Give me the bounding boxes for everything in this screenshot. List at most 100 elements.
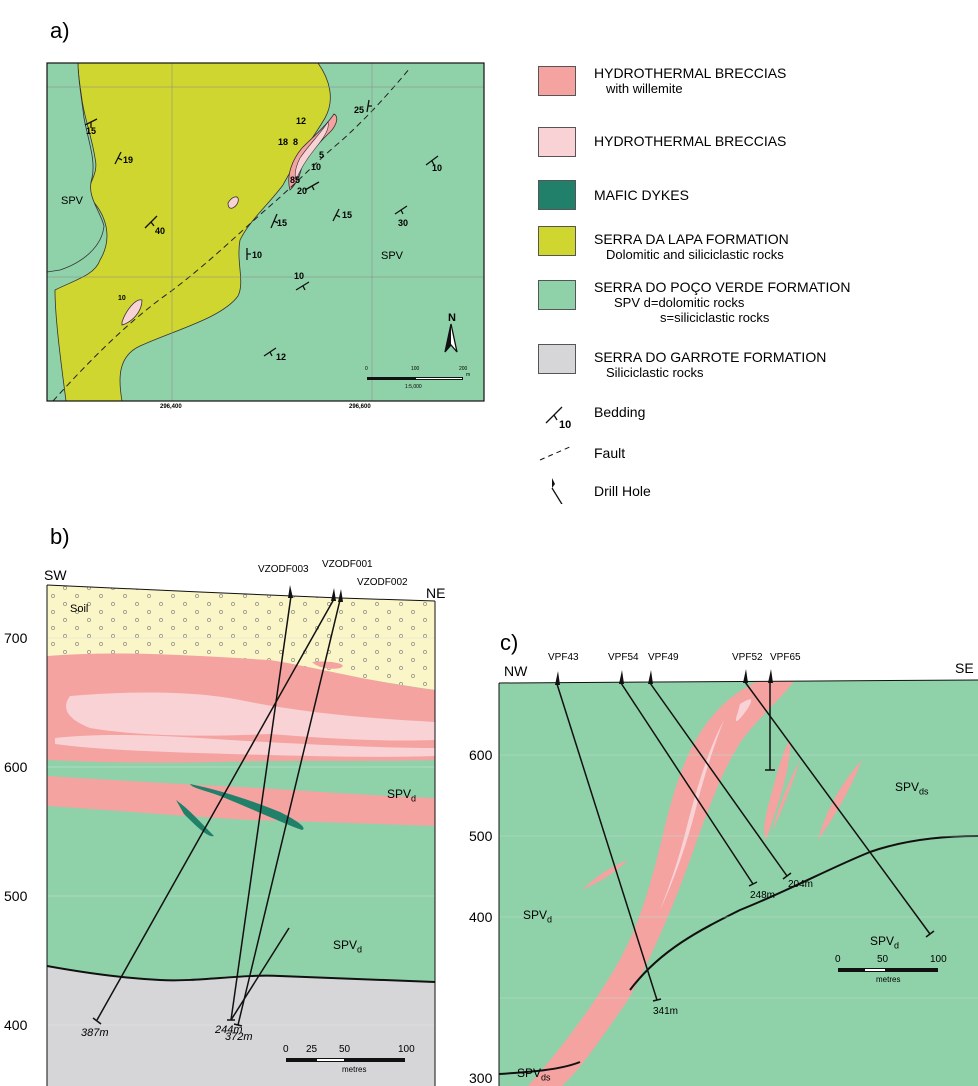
dip-value: 25 bbox=[354, 105, 365, 115]
dip-value: 19 bbox=[123, 155, 134, 165]
elevation-label: 600 bbox=[469, 747, 493, 763]
legend-swatch bbox=[538, 344, 576, 374]
depth-label: 372m bbox=[225, 1031, 253, 1043]
legend-symbol-drill-hole: Drill Hole bbox=[538, 474, 651, 504]
drill-hole-label: VZODF002 bbox=[357, 577, 408, 588]
section-c-scale-bar: 0 50 100 metres bbox=[834, 954, 954, 988]
spv-unit-area bbox=[47, 63, 484, 401]
elevation-label: 600 bbox=[4, 759, 28, 775]
grid-label: 296,400 bbox=[160, 404, 182, 410]
scale-ratio: 1:5,000 bbox=[405, 384, 422, 390]
map-unit-label: SPV bbox=[381, 250, 404, 262]
unit-label: SPVd bbox=[387, 787, 417, 804]
unit-label: SPVd bbox=[333, 938, 363, 955]
legend-item: SERRA DO POÇO VERDE FORMATION SPV d=dolom… bbox=[538, 280, 850, 325]
scale-tick: 50 bbox=[877, 954, 889, 965]
depth-label: 204m bbox=[788, 879, 814, 890]
scale-tick: 200 bbox=[459, 366, 468, 372]
elevation-label: 400 bbox=[4, 1017, 28, 1033]
mafic-dyke bbox=[190, 784, 304, 830]
legend-item: SERRA DO GARROTE FORMATION Siliciclastic … bbox=[538, 344, 826, 380]
bedding-symbols bbox=[84, 99, 439, 357]
section-end-label: SE bbox=[955, 660, 974, 676]
drill-hole-label: VPF52 bbox=[732, 652, 763, 663]
unit-label: SPVds bbox=[517, 1066, 551, 1083]
legend-title: HYDROTHERMAL BRECCIAS bbox=[594, 65, 787, 81]
legend-symbol-bedding: 10 Bedding bbox=[538, 401, 645, 431]
svg-text:10: 10 bbox=[559, 419, 571, 431]
breccia-pale-west bbox=[227, 196, 239, 209]
legend-swatch bbox=[538, 180, 576, 210]
dip-value: 40 bbox=[155, 226, 166, 236]
legend-item: HYDROTHERMAL BRECCIAS bbox=[538, 127, 786, 157]
soil-label: Soil bbox=[70, 603, 89, 615]
legend-item: MAFIC DYKES bbox=[538, 180, 689, 210]
drill-hole-label: VPF43 bbox=[548, 652, 579, 663]
dip-value: 5 bbox=[319, 150, 325, 160]
scale-tick: 0 bbox=[283, 1044, 289, 1055]
legend-title: MAFIC DYKES bbox=[594, 187, 689, 203]
elevation-label: 500 bbox=[469, 828, 493, 844]
scale-unit: metres bbox=[876, 975, 901, 984]
fault-icon bbox=[539, 445, 573, 461]
mafic-dyke bbox=[176, 800, 214, 837]
legend-swatch bbox=[538, 127, 576, 157]
drill-hole-label: VZODF001 bbox=[322, 559, 373, 570]
depth-label: 387m bbox=[81, 1027, 109, 1039]
north-arrow-icon: N bbox=[444, 312, 458, 353]
north-label: N bbox=[448, 312, 456, 324]
elevation-label: 300 bbox=[469, 1070, 493, 1086]
legend-swatch bbox=[538, 280, 576, 310]
scale-tick: 50 bbox=[339, 1044, 351, 1055]
legend-subtitle: with willemite bbox=[606, 81, 683, 96]
breccia-pale-southwest bbox=[121, 299, 143, 326]
legend-item: HYDROTHERMAL BRECCIAS with willemite bbox=[538, 66, 786, 96]
serra-da-lapa-unit bbox=[54, 63, 331, 401]
legend-subtitle: SPV d=dolomitic rocks bbox=[614, 295, 745, 310]
legend-subtitle: Dolomitic and siliciclastic rocks bbox=[606, 247, 784, 262]
dip-value: 10 bbox=[294, 271, 305, 281]
legend-symbol-label: Drill Hole bbox=[594, 483, 651, 499]
depth-label: 341m bbox=[653, 1006, 679, 1017]
scale-tick: 100 bbox=[398, 1044, 415, 1055]
legend-title: HYDROTHERMAL BRECCIAS bbox=[594, 133, 787, 149]
panel-a-label: a) bbox=[50, 18, 70, 43]
section-end-label: NW bbox=[504, 663, 528, 679]
dip-value: 30 bbox=[398, 218, 409, 228]
panel-b-label: b) bbox=[50, 524, 70, 549]
map-scale-bar: 0 100 200 m 1:5,000 bbox=[365, 366, 471, 396]
scale-tick: 100 bbox=[930, 954, 947, 965]
scale-tick: 25 bbox=[306, 1044, 318, 1055]
panel-c-label: c) bbox=[500, 630, 519, 655]
spv-unit-west bbox=[47, 63, 105, 273]
drill-hole-label: VZODF003 bbox=[258, 564, 309, 575]
legend-title: SERRA DO POÇO VERDE FORMATION bbox=[594, 279, 851, 295]
legend-item: SERRA DA LAPA FORMATION Dolomitic and sil… bbox=[538, 226, 789, 262]
scale-tick: 0 bbox=[365, 366, 368, 372]
legend-swatch bbox=[538, 226, 576, 256]
drill-hole-label: VPF49 bbox=[648, 652, 679, 663]
section-end-label: SW bbox=[44, 567, 67, 583]
legend-title: SERRA DO GARROTE FORMATION bbox=[594, 349, 827, 365]
scale-unit: m bbox=[466, 372, 471, 378]
legend-subtitle: Siliciclastic rocks bbox=[606, 365, 704, 380]
scale-tick: 100 bbox=[411, 366, 420, 372]
legend-subtitle: s=siliciclastic rocks bbox=[660, 310, 770, 325]
map-unit-label: SPV bbox=[61, 195, 84, 207]
scale-tick: 0 bbox=[835, 954, 841, 965]
dip-value: 20 bbox=[297, 186, 308, 196]
unit-label: SPVd bbox=[523, 908, 553, 925]
dip-value: 8 bbox=[293, 137, 299, 147]
fault-trace bbox=[52, 67, 411, 401]
drill-hole-label: VPF54 bbox=[608, 652, 639, 663]
dip-value: 10 bbox=[432, 163, 443, 173]
section-b-scale-bar: 0 25 50 100 metres bbox=[282, 1044, 422, 1078]
bedding-icon: 10 bbox=[545, 406, 571, 431]
elevation-label: 400 bbox=[469, 909, 493, 925]
legend-symbol-fault: Fault bbox=[538, 438, 625, 468]
elevation-label: 500 bbox=[4, 888, 28, 904]
depth-label: 248m bbox=[750, 890, 776, 901]
breccia-willemite-zone bbox=[528, 680, 795, 1086]
elevation-label: 700 bbox=[4, 630, 28, 646]
drill-holes-b bbox=[92, 595, 341, 1027]
